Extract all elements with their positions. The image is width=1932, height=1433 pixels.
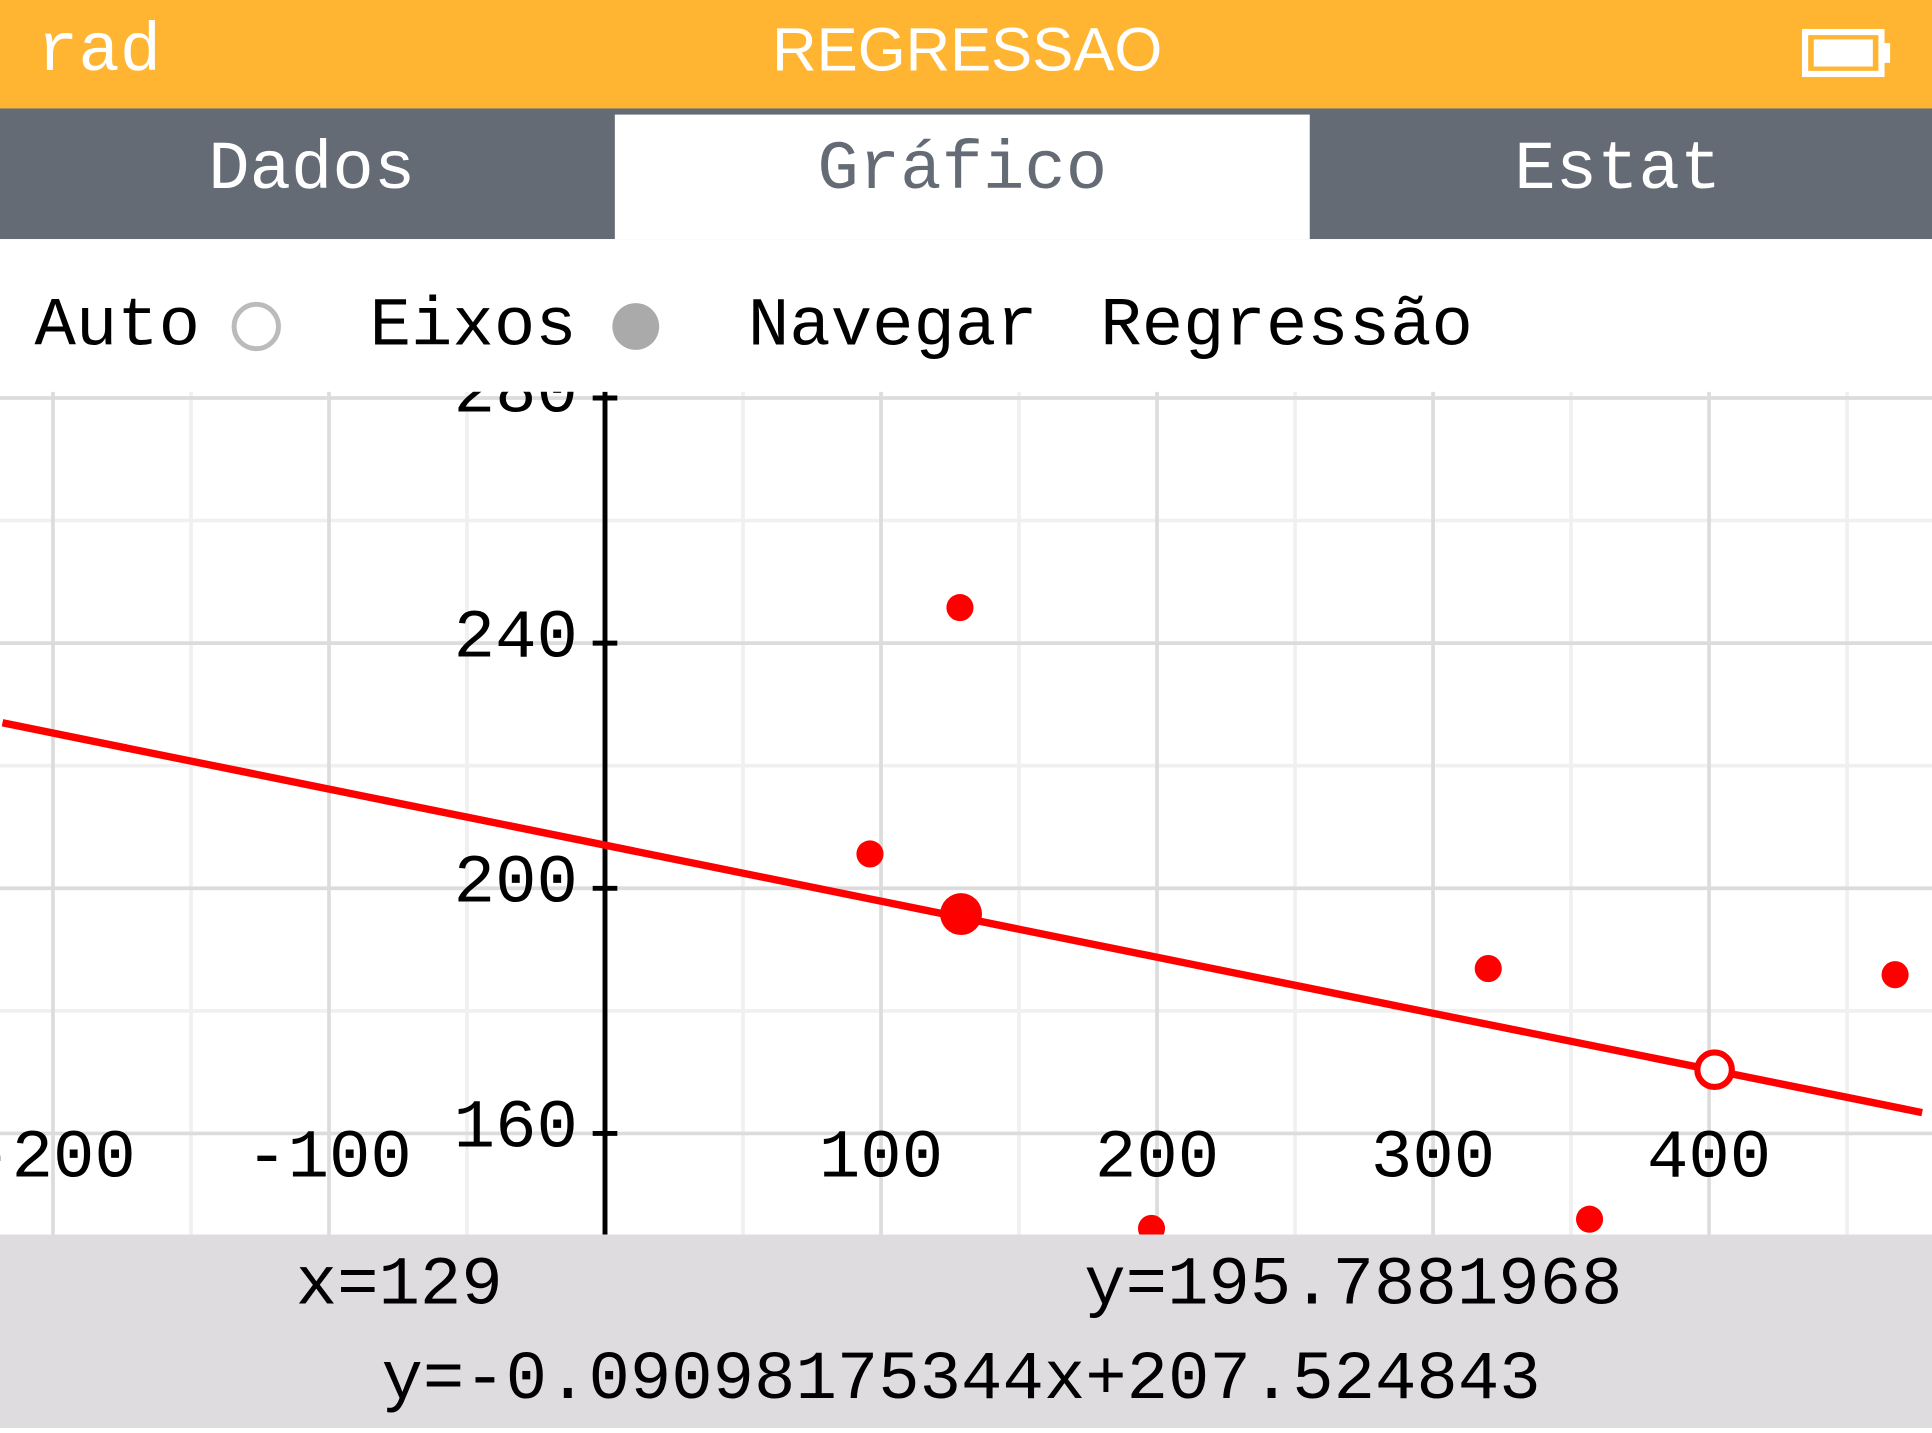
x-tick-label: 200 (1095, 1119, 1219, 1197)
tab[interactable]: Estat (1514, 131, 1721, 209)
x-tick-label: -100 (246, 1119, 412, 1197)
angle-mode: rad (37, 13, 161, 91)
tab-active[interactable]: Gráfico (817, 131, 1107, 209)
data-point (946, 594, 974, 622)
app-title: REGRESSAO (772, 15, 1162, 84)
auto-button[interactable]: Auto (35, 288, 201, 366)
status-bar (0, 0, 1932, 109)
axes-button[interactable]: Eixos (370, 288, 577, 366)
data-point (1474, 955, 1502, 983)
axes-toggle[interactable] (612, 303, 660, 350)
tab[interactable]: Dados (208, 131, 415, 209)
data-point (856, 840, 884, 868)
x-tick-label: -200 (0, 1119, 136, 1197)
tab-selected-bg (614, 114, 1310, 240)
data-point (1881, 961, 1909, 989)
open-point (1694, 1049, 1735, 1091)
regression-equation: y=-0.09098175344x+207.524843 (381, 1341, 1540, 1419)
data-point (1137, 1214, 1166, 1235)
plot-area: 160 200 240 280 -200 -100 100 200 300 400 (0, 354, 1932, 1235)
cursor-point (940, 893, 983, 936)
info-banner (0, 1234, 1932, 1428)
y-tick-label: 160 (454, 1090, 578, 1168)
cursor-x: x=129 (296, 1246, 503, 1324)
auto-toggle[interactable] (231, 301, 281, 352)
x-tick-label: 300 (1371, 1119, 1495, 1197)
x-tick-label: 400 (1647, 1119, 1771, 1197)
navigate-button[interactable]: Navegar (748, 288, 1038, 366)
x-tick-label: 100 (819, 1119, 943, 1197)
y-tick-label: 240 (454, 599, 578, 677)
regression-button[interactable]: Regressão (1100, 288, 1473, 366)
battery-icon (1802, 28, 1891, 78)
y-tick-label: 200 (454, 845, 578, 923)
cursor-y: y=195.7881968 (1084, 1246, 1622, 1324)
y-tick-label: 280 (454, 354, 578, 432)
data-point (1575, 1205, 1604, 1233)
